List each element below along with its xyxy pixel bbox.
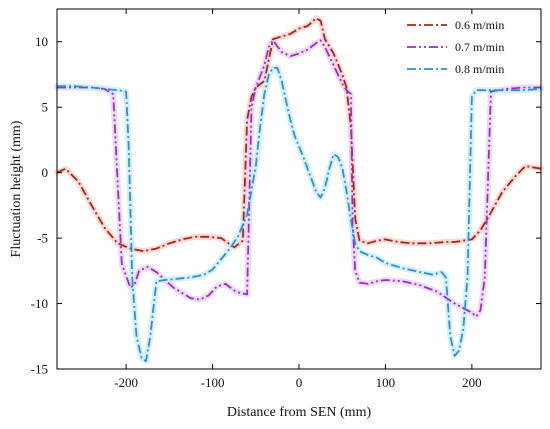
series-line-2 [57,39,541,318]
x-tick-label: -200 [114,375,138,390]
y-tick-label: 0 [42,165,49,180]
legend-label-3: 0.8 m/min [455,62,504,76]
y-tick-label: -10 [31,296,48,311]
x-axis: -200 -100 0 100 200 [114,9,482,390]
y-tick-label: 10 [35,34,48,49]
y-axis-label: Fluctuation height (mm) [9,120,24,257]
y-tick-label: -15 [31,362,48,377]
series-line-1 [56,17,542,253]
legend-label-2: 0.7 m/min [455,40,504,54]
legend-label-1: 0.6 m/min [455,18,504,32]
series-line-3 [57,67,542,363]
x-tick-label: 200 [462,375,482,390]
y-axis: -15 -10 -5 0 5 10 [31,34,541,377]
x-tick-label: 100 [376,375,396,390]
y-tick-label: 5 [42,100,49,115]
series-band-3 [54,64,544,365]
x-axis-label: Distance from SEN (mm) [227,405,372,420]
x-tick-label: 0 [296,375,303,390]
series-lines [56,17,542,363]
x-tick-label: -100 [201,375,225,390]
legend: 0.6 m/min 0.7 m/min 0.8 m/min [407,18,504,76]
y-tick-label: -5 [37,231,48,246]
